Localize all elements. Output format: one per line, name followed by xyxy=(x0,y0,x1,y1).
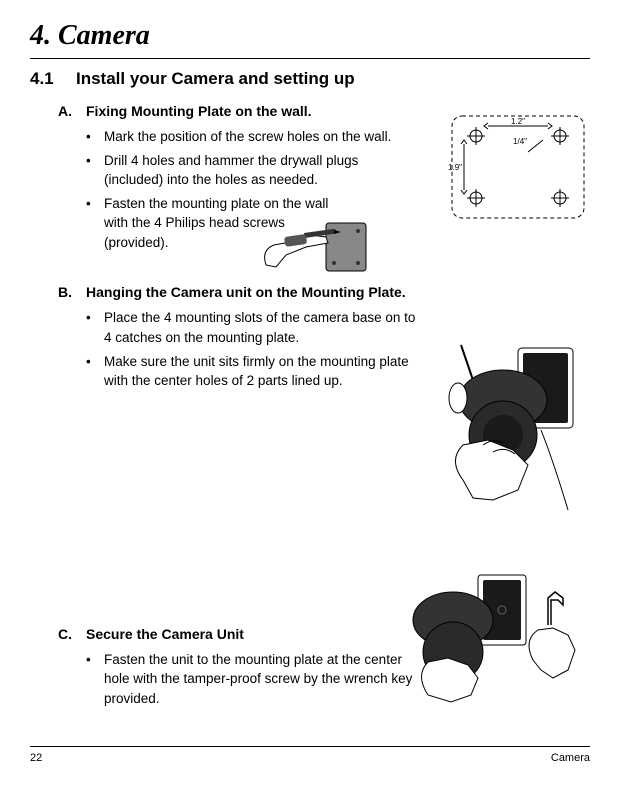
step-letter: B. xyxy=(58,284,86,300)
step-title: Secure the Camera Unit xyxy=(86,626,244,642)
bullet-dot: • xyxy=(86,308,94,347)
step-b-bullets: • Place the 4 mounting slots of the camer… xyxy=(86,308,420,390)
bullet-text: Mark the position of the screw holes on … xyxy=(104,127,391,147)
page-footer: 22 Camera xyxy=(30,746,590,764)
page-number: 22 xyxy=(30,752,42,764)
title-rule xyxy=(30,58,590,59)
bullet-text: Fasten the unit to the mounting plate at… xyxy=(104,650,420,709)
bullet-text: Drill 4 holes and hammer the drywall plu… xyxy=(104,151,420,190)
dim-hole: 1/4" xyxy=(513,137,527,146)
bullet-text: Place the 4 mounting slots of the camera… xyxy=(104,308,420,347)
section-title: Install your Camera and setting up xyxy=(76,69,355,89)
step-title: Hanging the Camera unit on the Mounting … xyxy=(86,284,406,300)
camera-mounting-illustration xyxy=(433,340,588,515)
secure-camera-illustration xyxy=(403,570,588,705)
step-c-bullets: •Fasten the unit to the mounting plate a… xyxy=(86,650,420,709)
step-letter: A. xyxy=(58,103,86,119)
dim-height: 1.9" xyxy=(448,163,462,172)
footer-label: Camera xyxy=(551,752,590,764)
step-letter: C. xyxy=(58,626,86,642)
dim-width: 1.2" xyxy=(511,117,525,126)
mounting-plate-diagram: 1.2" 1/4" 1.9" xyxy=(448,112,588,222)
step-title: Fixing Mounting Plate on the wall. xyxy=(86,103,312,119)
bullet-text: Make sure the unit sits firmly on the mo… xyxy=(104,352,420,391)
bullet-dot: • xyxy=(86,650,94,709)
bullet-dot: • xyxy=(86,127,94,147)
section-header: 4.1 Install your Camera and setting up xyxy=(30,69,590,89)
section-number: 4.1 xyxy=(30,69,58,89)
bullet-dot: • xyxy=(86,194,94,253)
chapter-title: 4. Camera xyxy=(30,20,590,52)
bullet-dot: • xyxy=(86,151,94,190)
hand-screwdriver-illustration xyxy=(256,205,371,283)
step-b: B. Hanging the Camera unit on the Mounti… xyxy=(58,284,590,300)
bullet-dot: • xyxy=(86,352,94,391)
